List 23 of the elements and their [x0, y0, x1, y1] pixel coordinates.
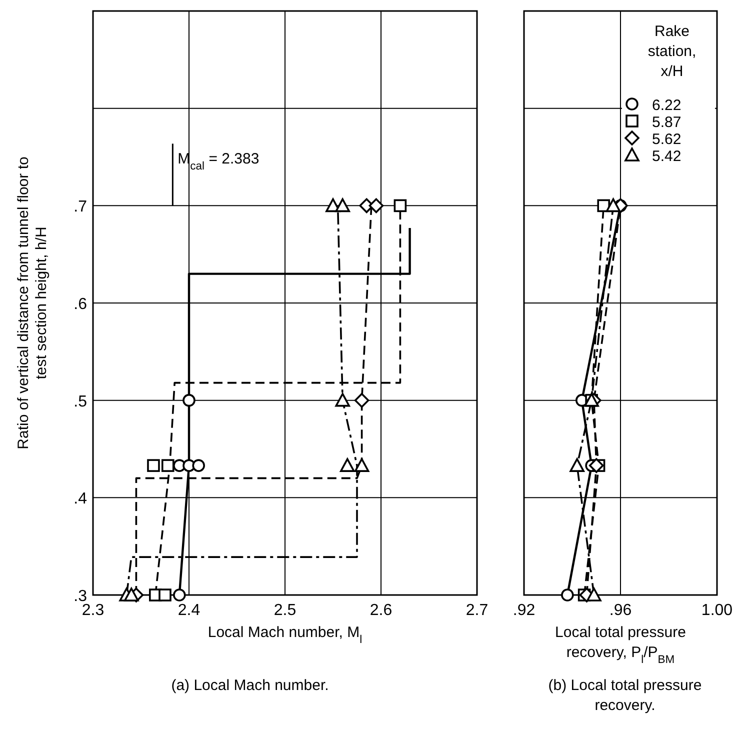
- x-tick-label: 2.5: [274, 602, 296, 619]
- x-tick-label: 2.7: [466, 602, 488, 619]
- x-tick-label: 2.3: [82, 602, 104, 619]
- legend-label: 5.87: [652, 114, 682, 131]
- y-tick-label: .7: [74, 198, 88, 216]
- x-tick-label: 1.00: [701, 602, 733, 619]
- x-tick-label: .92: [512, 602, 536, 619]
- y-axis-title: Ratio of vertical distance from tunnel floor to test section height, h/H: [15, 156, 50, 450]
- text: (a) Local Mach number.: [171, 677, 329, 694]
- y-tick-label: .5: [74, 393, 88, 410]
- text: (b) Local total pressure recovery.: [548, 677, 702, 714]
- legend-label: 5.42: [652, 148, 682, 165]
- y-tick-label: .3: [74, 588, 88, 605]
- legend-label: 6.22: [652, 97, 682, 114]
- y-tick-label: .6: [74, 296, 88, 313]
- y-tick-label: .4: [74, 490, 88, 508]
- legend-title: Rake station, x/H: [648, 23, 696, 80]
- x-axis-title: Local Mach number, M$_{l}$: [208, 624, 362, 646]
- x-tick-label: 2.6: [370, 602, 392, 619]
- x-tick-label: .96: [609, 602, 632, 619]
- legend-label: 5.62: [652, 131, 682, 148]
- x-axis-title: Local total pressure recovery, P$_{l}$/P$_{BM}$: [555, 624, 686, 666]
- x-tick-label: 2.4: [178, 602, 200, 619]
